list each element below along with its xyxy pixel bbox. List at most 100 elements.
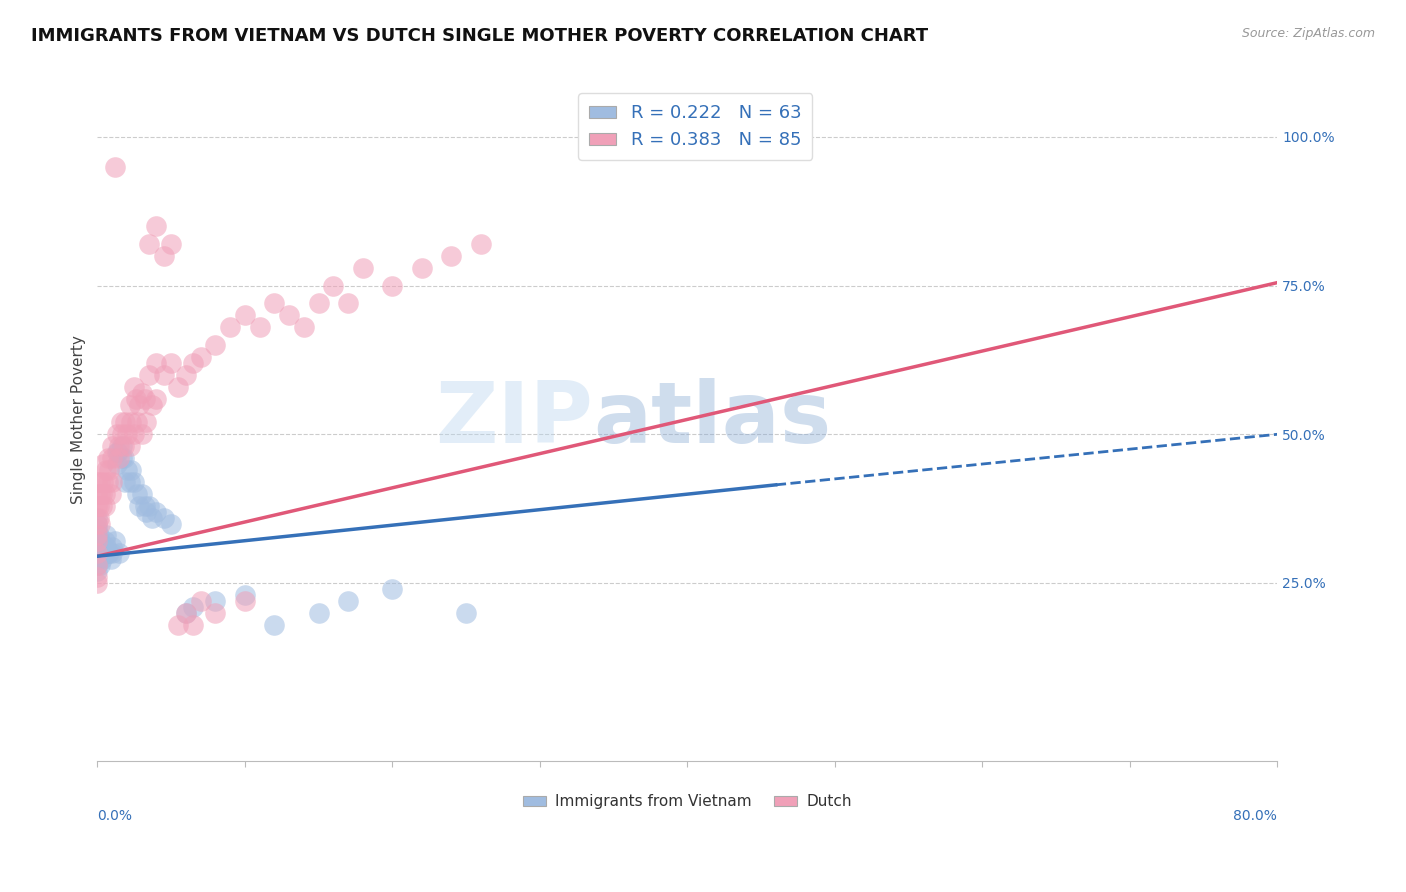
Point: [108, 439, 131, 453]
Point: [108, 451, 131, 466]
Point: [174, 606, 197, 620]
Point: [89, 558, 111, 573]
Point: [86, 534, 108, 549]
Point: [120, 463, 142, 477]
Point: [134, 392, 156, 406]
Point: [337, 296, 360, 310]
Point: [145, 392, 167, 406]
Point: [152, 249, 174, 263]
Point: [118, 439, 141, 453]
Point: [219, 320, 242, 334]
Text: 80.0%: 80.0%: [1233, 809, 1277, 823]
Point: [145, 356, 167, 370]
Point: [115, 463, 138, 477]
Point: [97, 451, 120, 466]
Text: ZIP: ZIP: [436, 378, 593, 461]
Point: [90, 499, 112, 513]
Point: [86, 552, 108, 566]
Point: [86, 499, 108, 513]
Point: [111, 451, 134, 466]
Point: [86, 546, 108, 560]
Point: [160, 237, 183, 252]
Point: [86, 564, 108, 578]
Point: [112, 451, 135, 466]
Point: [167, 617, 190, 632]
Point: [131, 427, 153, 442]
Point: [107, 445, 129, 459]
Point: [105, 457, 128, 471]
Point: [87, 499, 110, 513]
Point: [112, 439, 135, 453]
Point: [91, 475, 114, 489]
Point: [86, 541, 108, 555]
Point: [93, 487, 115, 501]
Point: [96, 463, 118, 477]
Point: [122, 427, 145, 442]
Point: [381, 582, 404, 596]
Point: [381, 278, 404, 293]
Point: [86, 558, 108, 573]
Point: [86, 546, 108, 560]
Text: atlas: atlas: [593, 378, 831, 461]
Point: [89, 487, 111, 501]
Point: [86, 576, 108, 591]
Point: [125, 392, 148, 406]
Point: [86, 516, 108, 531]
Point: [100, 552, 122, 566]
Point: [135, 416, 157, 430]
Point: [90, 487, 112, 501]
Point: [181, 356, 204, 370]
Point: [263, 296, 285, 310]
Point: [249, 320, 271, 334]
Text: Source: ZipAtlas.com: Source: ZipAtlas.com: [1241, 27, 1375, 40]
Point: [127, 487, 149, 501]
Point: [131, 487, 153, 501]
Point: [97, 475, 120, 489]
Point: [114, 475, 136, 489]
Point: [122, 475, 145, 489]
Point: [233, 588, 256, 602]
Point: [86, 534, 108, 549]
Point: [131, 385, 153, 400]
Point: [101, 475, 124, 489]
Point: [105, 427, 128, 442]
Point: [111, 439, 134, 453]
Point: [89, 534, 111, 549]
Point: [233, 594, 256, 608]
Point: [86, 528, 108, 542]
Point: [86, 528, 108, 542]
Point: [138, 368, 160, 382]
Legend: Immigrants from Vietnam, Dutch: Immigrants from Vietnam, Dutch: [516, 789, 858, 815]
Point: [86, 516, 108, 531]
Point: [89, 546, 111, 560]
Point: [181, 617, 204, 632]
Point: [101, 439, 124, 453]
Point: [263, 617, 285, 632]
Point: [322, 278, 344, 293]
Point: [101, 541, 124, 555]
Point: [98, 463, 121, 477]
Point: [120, 416, 142, 430]
Point: [122, 380, 145, 394]
Point: [86, 487, 108, 501]
Point: [118, 398, 141, 412]
Point: [160, 516, 183, 531]
Point: [111, 427, 134, 442]
Point: [138, 237, 160, 252]
Point: [204, 594, 226, 608]
Text: 0.0%: 0.0%: [97, 809, 132, 823]
Point: [138, 499, 160, 513]
Point: [91, 457, 114, 471]
Point: [101, 546, 124, 560]
Point: [160, 356, 183, 370]
Point: [128, 398, 150, 412]
Point: [190, 350, 212, 364]
Point: [337, 594, 360, 608]
Point: [204, 338, 226, 352]
Point: [114, 416, 136, 430]
Point: [89, 475, 111, 489]
Point: [86, 475, 108, 489]
Point: [115, 427, 138, 442]
Point: [108, 546, 131, 560]
Point: [101, 451, 124, 466]
